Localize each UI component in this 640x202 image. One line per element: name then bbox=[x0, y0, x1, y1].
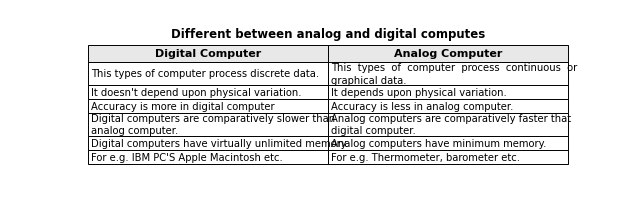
Bar bbox=[88, 99, 328, 113]
Bar bbox=[328, 46, 568, 63]
Text: For e.g. Thermometer, barometer etc.: For e.g. Thermometer, barometer etc. bbox=[331, 152, 520, 162]
Bar bbox=[328, 85, 568, 99]
Text: For e.g. IBM PC'S Apple Macintosh etc.: For e.g. IBM PC'S Apple Macintosh etc. bbox=[91, 152, 283, 162]
Bar bbox=[88, 136, 328, 150]
Bar bbox=[88, 85, 328, 99]
Text: Accuracy is more in digital computer: Accuracy is more in digital computer bbox=[91, 101, 275, 111]
Bar bbox=[328, 63, 568, 85]
Text: This  types  of  computer  process  continuous  or
graphical data.: This types of computer process continuou… bbox=[331, 63, 577, 85]
Text: Analog computers have minimum memory.: Analog computers have minimum memory. bbox=[331, 138, 547, 148]
Text: This types of computer process discrete data.: This types of computer process discrete … bbox=[91, 69, 319, 79]
Text: It depends upon physical variation.: It depends upon physical variation. bbox=[331, 87, 507, 97]
Text: Different between analog and digital computes: Different between analog and digital com… bbox=[171, 28, 485, 41]
Bar bbox=[328, 150, 568, 164]
Text: Digital Computer: Digital Computer bbox=[155, 49, 261, 59]
Bar bbox=[88, 63, 328, 85]
Bar bbox=[328, 136, 568, 150]
Bar bbox=[88, 150, 328, 164]
Bar bbox=[88, 113, 328, 136]
Bar bbox=[328, 99, 568, 113]
Text: Accuracy is less in analog computer.: Accuracy is less in analog computer. bbox=[331, 101, 513, 111]
Text: Analog Computer: Analog Computer bbox=[394, 49, 502, 59]
Text: Analog computers are comparatively faster that
digital computer.: Analog computers are comparatively faste… bbox=[331, 114, 572, 136]
Bar bbox=[88, 46, 328, 63]
Text: It doesn't depend upon physical variation.: It doesn't depend upon physical variatio… bbox=[91, 87, 301, 97]
Text: Digital computers are comparatively slower than
analog computer.: Digital computers are comparatively slow… bbox=[91, 114, 335, 136]
Bar bbox=[328, 113, 568, 136]
Text: Digital computers have virtually unlimited memory.: Digital computers have virtually unlimit… bbox=[91, 138, 348, 148]
